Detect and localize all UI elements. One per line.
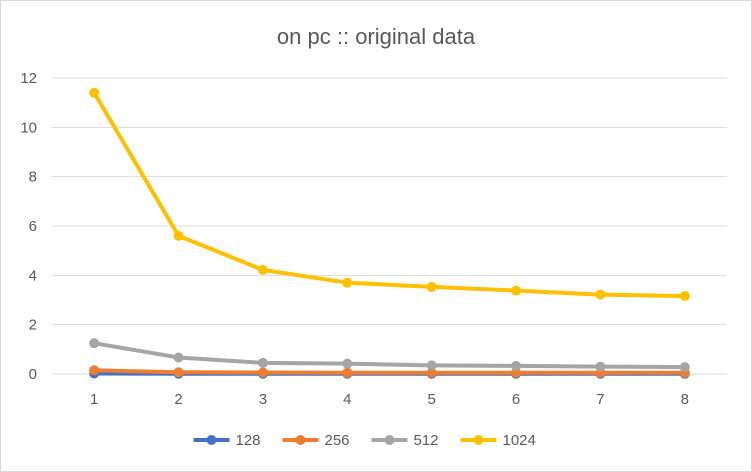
- chart-title: on pc :: original data: [276, 24, 476, 49]
- series-512-point: [595, 361, 606, 372]
- y-tick-label: 6: [29, 218, 37, 235]
- x-tick-label: 2: [174, 391, 182, 408]
- series-1024-point: [89, 87, 100, 98]
- y-tick-label: 10: [20, 119, 37, 136]
- series-512-point: [257, 357, 268, 368]
- y-tick-label: 2: [29, 317, 37, 334]
- series-512-point: [511, 360, 522, 371]
- series-1024-point: [679, 291, 690, 302]
- y-tick-label: 12: [20, 70, 37, 87]
- series-256-point: [89, 365, 100, 376]
- x-tick-label: 4: [343, 391, 351, 408]
- series-512-point: [89, 338, 100, 349]
- series-1024-point: [342, 277, 353, 288]
- x-tick-label: 3: [259, 391, 267, 408]
- series-512-line: [92, 341, 687, 370]
- x-tick-label: 8: [681, 391, 689, 408]
- x-tick-label: 1: [90, 391, 98, 408]
- series-256-point: [257, 367, 268, 378]
- legend-1024-label: 1024: [503, 432, 536, 449]
- legend-128-label: 128: [236, 432, 261, 449]
- series-512-point: [342, 358, 353, 369]
- y-tick-label: 4: [29, 267, 37, 284]
- series-512-point: [679, 362, 690, 373]
- legend-1024-marker: [473, 435, 484, 445]
- series-256-line: [92, 368, 687, 375]
- legend-512-label: 512: [414, 432, 439, 449]
- series-256-point: [426, 367, 437, 378]
- series-256-point: [173, 367, 184, 378]
- legend-128-marker: [206, 435, 217, 445]
- series-1024-point: [257, 264, 268, 275]
- series-1024-point: [511, 285, 522, 296]
- series-512-point: [426, 360, 437, 371]
- series-256-point: [342, 367, 353, 378]
- series-1024-point: [426, 281, 437, 292]
- series-1024-point: [173, 230, 184, 241]
- x-tick-label: 6: [512, 391, 520, 408]
- y-tick-label: 0: [29, 366, 37, 383]
- series-1024-line: [92, 90, 687, 299]
- series-512-point: [173, 352, 184, 363]
- x-tick-label: 5: [428, 391, 436, 408]
- series-1024-point: [595, 289, 606, 300]
- series-256-point: [511, 367, 522, 378]
- x-tick-label: 7: [596, 391, 604, 408]
- legend-256-marker: [295, 435, 306, 445]
- legend-512-marker: [384, 435, 395, 445]
- y-tick-label: 8: [29, 169, 37, 186]
- legend-256-label: 256: [325, 432, 350, 449]
